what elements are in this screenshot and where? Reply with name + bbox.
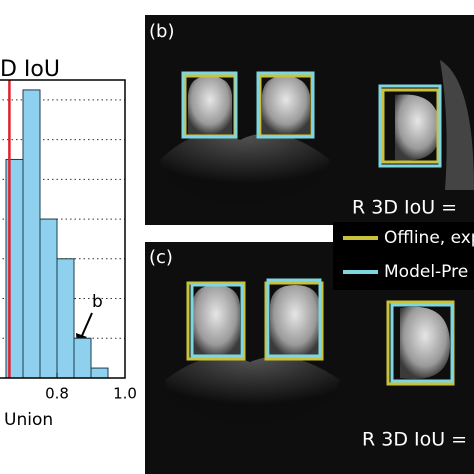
anatomy [160, 133, 330, 205]
anatomy [270, 285, 320, 358]
legend-label: Offline, exp [384, 228, 474, 248]
panel-b: (b) R 3D IoU = [145, 15, 474, 225]
annotation-arrow [80, 312, 93, 339]
panel-label: (c) [149, 247, 173, 268]
bar [56, 258, 75, 379]
x-tick-label: 1.0 [113, 385, 137, 403]
chart-title: D IoU [0, 57, 60, 82]
bar [22, 89, 41, 379]
bar [39, 218, 58, 379]
x-axis-label: Union [4, 410, 53, 430]
bar [90, 367, 109, 379]
box [181, 71, 238, 139]
bar [73, 337, 92, 379]
histogram: D IoU Union b 0.8 1.0 [0, 57, 137, 430]
anatomy [262, 76, 310, 135]
legend-box [333, 222, 474, 290]
legend-label: Model-Pre [384, 262, 468, 282]
box [256, 71, 315, 139]
anatomy [400, 306, 450, 380]
legend: Offline, exp Model-Pre [333, 222, 474, 290]
x-tick-label: 0.8 [45, 385, 69, 403]
box [390, 303, 454, 383]
anatomy [165, 356, 340, 425]
anatomy [440, 60, 474, 190]
annotation: b [92, 292, 103, 312]
iou-text: R 3D IoU = 0 [362, 429, 474, 451]
iou-text: R 3D IoU = [352, 197, 457, 219]
box [264, 281, 324, 361]
anatomy [395, 94, 440, 161]
box [381, 88, 440, 164]
box [190, 283, 244, 358]
box [186, 281, 246, 361]
panel-label: (b) [149, 21, 174, 42]
box [266, 278, 322, 358]
box [378, 84, 442, 168]
anatomy [188, 76, 232, 135]
plot-area: 0.8 1.0 [0, 79, 137, 403]
anatomy [192, 285, 240, 358]
